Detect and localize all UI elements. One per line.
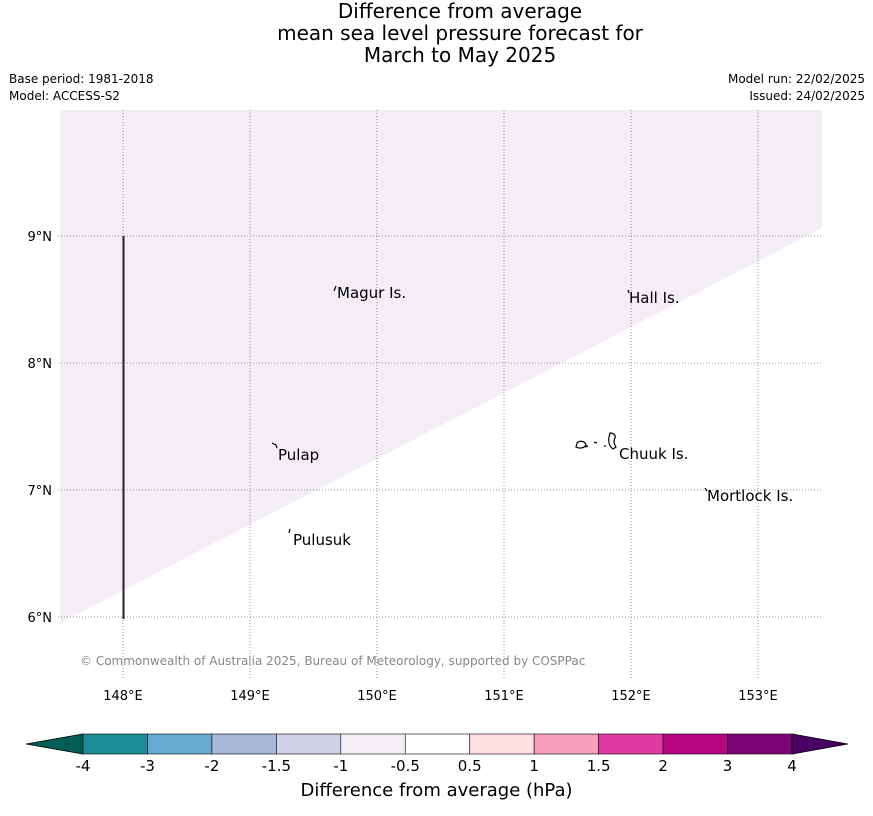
- place-magur: Magur Is.: [337, 284, 406, 302]
- colorbar-segment: [727, 733, 793, 755]
- lon-label-149: 149°E: [230, 689, 270, 704]
- place-labels: Magur Is. Hall Is. Pulap Chuuk Is. Mortl…: [278, 284, 793, 549]
- model-name: Model: ACCESS-S2: [9, 89, 121, 103]
- colorbar-tick-label: -3: [140, 757, 155, 775]
- issued-date: Issued: 24/02/2025: [749, 89, 865, 103]
- colorbar-arrow-low: [25, 733, 84, 755]
- place-hall: Hall Is.: [629, 289, 680, 307]
- colorbar-segment: [82, 733, 148, 755]
- colorbar-segment: [533, 733, 599, 755]
- shaded-region: [60, 110, 822, 623]
- lon-label-153: 153°E: [738, 689, 778, 704]
- title-line-2: mean sea level pressure forecast for: [277, 21, 643, 45]
- colorbar-tick-label: -2: [204, 757, 219, 775]
- model-run: Model run: 22/02/2025: [727, 72, 865, 86]
- pulusuk-island-shape: [288, 528, 291, 534]
- title-line-3: March to May 2025: [363, 43, 557, 67]
- colorbar-tick-label: -1.5: [262, 757, 291, 775]
- colorbar-tick-label: -1: [333, 757, 348, 775]
- island-outlines: [271, 285, 708, 534]
- title-line-1: Difference from average: [337, 0, 583, 23]
- lat-label-6: 6°N: [28, 611, 53, 626]
- colorbar-tick-label: -0.5: [391, 757, 420, 775]
- colorbar-tick-label: 0.5: [458, 757, 482, 775]
- lon-label-148: 148°E: [103, 689, 143, 704]
- place-mortlock: Mortlock Is.: [707, 487, 793, 505]
- mortlock-island-shape: [704, 487, 708, 492]
- colorbar-tick-label: -4: [76, 757, 91, 775]
- colorbar-segment: [598, 733, 664, 755]
- colorbar-tick-label: 1: [529, 757, 539, 775]
- colorbar-tick-labels: -4 -3 -2 -1.5 -1 -0.5 0.5 1 1.5 2 3 4: [76, 757, 797, 775]
- pulap-island-shape: [271, 442, 278, 449]
- base-period: Base period: 1981-2018: [9, 72, 154, 86]
- colorbar-label: Difference from average (hPa): [300, 780, 573, 801]
- colorbar-arrow-high: [791, 733, 849, 755]
- hall-island-shape: [627, 289, 630, 294]
- magur-island-shape: [333, 285, 337, 292]
- colorbar: [25, 733, 849, 755]
- colorbar-tick-label: 3: [723, 757, 733, 775]
- place-pulusuk: Pulusuk: [293, 531, 351, 549]
- meta-right: Model run: 22/02/2025 Issued: 24/02/2025: [728, 71, 865, 105]
- lat-label-7: 7°N: [28, 484, 53, 499]
- lon-label-152: 152°E: [611, 689, 651, 704]
- colorbar-tick-label: 2: [658, 757, 668, 775]
- lon-label-150: 150°E: [357, 689, 397, 704]
- meta-left: Base period: 1981-2018 Model: ACCESS-S2: [9, 71, 154, 105]
- place-pulap: Pulap: [278, 446, 319, 464]
- place-chuuk: Chuuk Is.: [619, 445, 688, 463]
- colorbar-segment: [211, 733, 277, 755]
- colorbar-tick-label: 1.5: [587, 757, 611, 775]
- lat-tick-labels: 9°N 8°N 7°N 6°N: [28, 230, 53, 626]
- lon-tick-labels: 148°E 149°E 150°E 151°E 152°E 153°E: [103, 689, 778, 704]
- lat-label-8: 8°N: [28, 357, 53, 372]
- colorbar-segment: [662, 733, 728, 755]
- lon-label-151: 151°E: [484, 689, 524, 704]
- colorbar-tick-label: 4: [787, 757, 797, 775]
- colorbar-segment: [404, 733, 471, 755]
- lat-gridlines: [58, 235, 822, 618]
- colorbar-segment: [340, 733, 406, 755]
- colorbar-segment: [469, 733, 535, 755]
- lat-label-9: 9°N: [28, 230, 53, 245]
- chart-title: Difference from average mean sea level p…: [0, 0, 873, 66]
- copyright-notice: © Commonwealth of Australia 2025, Bureau…: [80, 654, 585, 668]
- colorbar-segment: [276, 733, 342, 755]
- chuuk-island-shapes: [575, 432, 617, 450]
- colorbar-segment: [147, 733, 213, 755]
